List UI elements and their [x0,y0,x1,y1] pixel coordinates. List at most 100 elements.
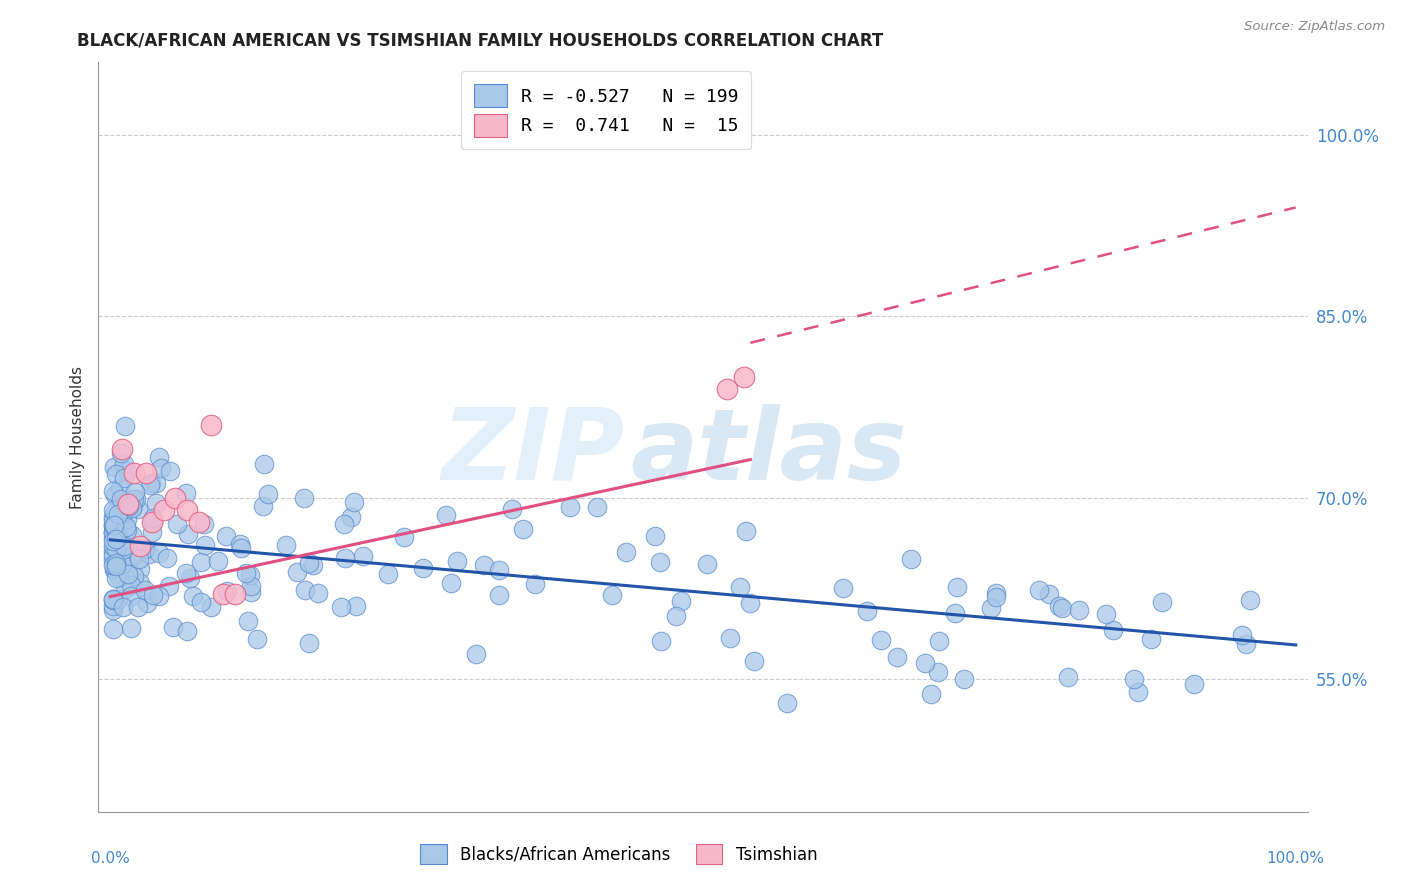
Point [274,538,297,552]
Point [112,540,135,554]
Text: 100.0%: 100.0% [1267,851,1324,865]
Point [215,583,238,598]
Point [238,614,260,628]
Point [121,500,143,515]
Point [176,502,198,516]
Point [150,461,173,475]
Point [105,467,128,481]
Point [111,508,134,522]
Point [166,517,188,532]
Text: BLACK/AFRICAN AMERICAN VS TSIMSHIAN FAMILY HOUSEHOLDS CORRELATION CHART: BLACK/AFRICAN AMERICAN VS TSIMSHIAN FAMI… [77,31,883,49]
Point [134,582,156,597]
Point [101,549,124,563]
Text: Source: ZipAtlas.com: Source: ZipAtlas.com [1244,20,1385,33]
Point [946,581,969,595]
Point [122,491,145,506]
Point [129,539,152,553]
Point [157,579,180,593]
Point [188,515,211,529]
Point [298,557,321,571]
Text: ZIP: ZIP [441,403,624,500]
Point [101,592,124,607]
Point [148,589,170,603]
Point [111,442,134,457]
Point [162,620,184,634]
Point [104,487,127,501]
Point [614,545,637,559]
Point [101,591,124,606]
Point [103,459,125,474]
Point [294,582,316,597]
Point [340,510,363,524]
Point [108,569,131,583]
Point [107,592,129,607]
Point [194,538,217,552]
Point [120,621,142,635]
Point [122,569,145,583]
Point [224,587,246,601]
Point [200,599,222,614]
Point [141,510,163,524]
Point [110,446,132,460]
Point [145,476,167,491]
Point [856,603,879,617]
Point [105,558,128,573]
Point [446,554,468,568]
Point [101,553,124,567]
Point [112,471,135,485]
Point [352,549,374,563]
Point [142,588,165,602]
Point [104,561,127,575]
Point [101,502,124,516]
Point [111,557,134,571]
Point [1140,632,1163,646]
Point [239,579,262,593]
Point [1095,607,1118,621]
Point [984,590,1007,604]
Point [117,497,139,511]
Point [329,600,352,615]
Point [148,450,170,464]
Point [734,369,756,384]
Point [110,492,132,507]
Point [1052,600,1074,615]
Point [648,555,671,569]
Point [718,631,741,645]
Point [127,502,149,516]
Legend: Blacks/African Americans, Tsimshian: Blacks/African Americans, Tsimshian [413,838,824,871]
Point [174,566,197,581]
Point [101,513,124,527]
Point [176,624,198,639]
Point [1057,670,1080,684]
Point [117,567,139,582]
Point [343,494,366,508]
Point [111,497,134,511]
Point [302,558,325,573]
Point [112,504,135,518]
Point [110,549,132,563]
Point [215,529,238,543]
Point [190,555,212,569]
Point [118,500,141,514]
Point [101,539,124,553]
Point [101,531,124,545]
Point [952,672,974,686]
Point [742,654,765,668]
Point [129,561,152,575]
Point [120,589,142,603]
Point [124,491,146,506]
Point [928,634,950,648]
Point [434,508,457,522]
Point [141,515,163,529]
Point [101,603,124,617]
Point [253,457,276,471]
Point [1152,595,1174,609]
Point [440,576,463,591]
Point [156,550,179,565]
Point [122,500,145,514]
Point [112,457,135,471]
Point [101,534,124,549]
Point [101,483,124,498]
Point [307,585,329,599]
Point [735,524,758,538]
